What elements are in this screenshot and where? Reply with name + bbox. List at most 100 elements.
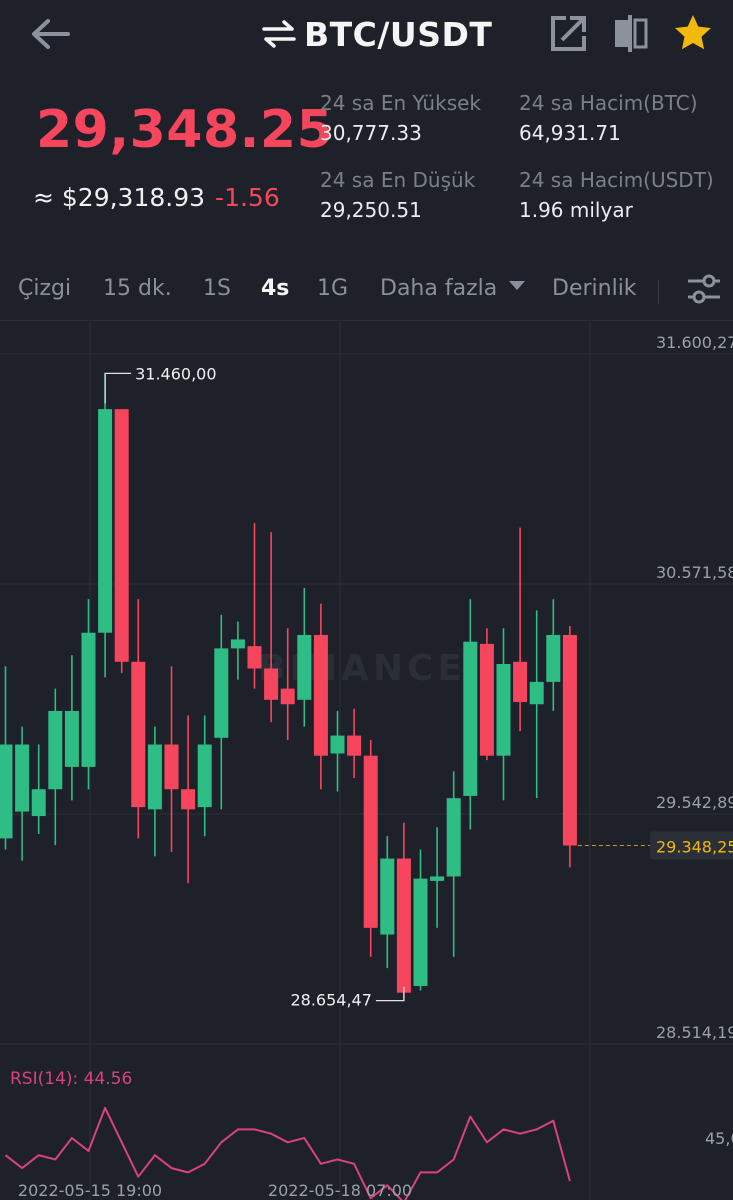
candle [64, 655, 79, 801]
candle-body [214, 648, 229, 738]
tab-line[interactable]: Çizgi [18, 276, 72, 301]
annotations: 31.460,00 28.654,47 29.348,25 [104, 364, 733, 1010]
rsi-line [4, 1106, 571, 1200]
candle [15, 726, 30, 861]
candle-body [313, 634, 328, 756]
candle [479, 628, 494, 761]
candle [463, 599, 478, 830]
high-label: 24 sa En Yüksek [320, 91, 481, 115]
price-tick-label: 29.542,89 [656, 793, 733, 812]
volume-usdt-value: 1.96 milyar [519, 198, 633, 222]
tab-1h[interactable]: 1S [203, 276, 231, 301]
candle-body [446, 798, 461, 877]
candle-body [496, 664, 511, 756]
candle-body [230, 639, 245, 649]
price-change: -1.56 [215, 183, 280, 212]
volume-usdt-label: 24 sa Hacim(USDT) [519, 168, 714, 192]
candle [546, 599, 561, 711]
candle-body [164, 744, 179, 790]
candle [513, 527, 528, 732]
candle [430, 827, 445, 928]
candle-body [147, 744, 162, 810]
candle [446, 771, 461, 957]
candle-body [463, 641, 478, 796]
swap-icon [262, 20, 296, 48]
layout-icon[interactable] [610, 12, 652, 54]
price-tick-label: 28.514,19 [656, 1023, 733, 1042]
candle [363, 740, 378, 957]
max-price-label: 31.460,00 [135, 364, 216, 383]
tab-15min[interactable]: 15 dk. [103, 276, 172, 301]
candle [81, 599, 96, 790]
approx-usd-price: ≈ $29,318.93 [33, 183, 206, 212]
candle-body [479, 643, 494, 756]
candle [48, 688, 63, 846]
caret-down-icon [509, 281, 526, 290]
candle [413, 849, 428, 991]
candle-body [562, 634, 577, 846]
volume-btc-label: 24 sa Hacim(BTC) [519, 91, 698, 115]
candle-body [546, 634, 561, 682]
time-axis: 2022-05-15 19:00 2022-05-18 07:00 [18, 1181, 412, 1200]
candle [131, 599, 146, 839]
back-arrow-icon[interactable] [28, 14, 72, 54]
candle-body [280, 688, 295, 705]
candle-body [81, 632, 96, 767]
price-tick-label: 30.571,58 [656, 563, 733, 582]
chart-settings-icon[interactable] [686, 272, 722, 306]
high-value: 30,777.33 [320, 121, 422, 145]
star-icon[interactable] [672, 12, 714, 54]
candle [347, 708, 362, 779]
candle [98, 373, 113, 678]
candle-body [363, 755, 378, 928]
candle-body [264, 668, 279, 700]
candle [164, 666, 179, 852]
tab-depth[interactable]: Derinlik [552, 276, 637, 301]
candle [247, 523, 262, 689]
tab-more[interactable]: Daha fazla [380, 276, 526, 301]
candle-body [131, 661, 146, 808]
price-tick-label: 31.600,27 [656, 333, 733, 352]
min-price-label: 28.654,47 [290, 991, 371, 1010]
candle [330, 710, 345, 792]
tab-1d[interactable]: 1G [317, 276, 349, 301]
interval-tabs: Çizgi 15 dk. 1S 4s 1G Daha fazla Derinli… [0, 270, 733, 312]
candle [0, 666, 13, 850]
pair-title: BTC/USDT [304, 14, 493, 54]
tab-more-label: Daha fazla [380, 276, 498, 301]
candle-body [114, 409, 129, 662]
candles [0, 373, 577, 1001]
candle [181, 715, 196, 884]
last-price-tag: 29.348,25 [656, 838, 733, 857]
candle [114, 409, 129, 673]
price-axis: 31.600,27 30.571,58 29.542,89 28.514,19 [656, 333, 733, 1042]
candle-body [181, 789, 196, 810]
candle [297, 588, 312, 727]
rsi-panel: RSI(14): 44.56 45,0 [4, 1069, 733, 1200]
last-price-tag-bg [650, 831, 733, 860]
top-bar: BTC/USDT [0, 0, 733, 70]
max-price-leader [104, 372, 132, 404]
min-price-leader [375, 986, 405, 1002]
usd-price-row: ≈ $29,318.93 -1.56 [33, 183, 280, 212]
candle-body [31, 789, 46, 817]
time-tick-label: 2022-05-18 07:00 [268, 1181, 412, 1200]
watermark-text: BINANCE [258, 648, 466, 689]
candle-body [48, 710, 63, 790]
pair-selector[interactable]: BTC/USDT [262, 12, 492, 56]
candle [496, 628, 511, 801]
candle-body [396, 858, 411, 993]
candle [396, 822, 411, 1001]
volume-btc-value: 64,931.71 [519, 121, 621, 145]
candle [280, 628, 295, 741]
candle [313, 603, 328, 790]
share-icon[interactable] [548, 12, 590, 54]
candle-body [529, 681, 544, 705]
rsi-label: RSI(14): 44.56 [10, 1069, 132, 1089]
tab-divider [658, 280, 659, 304]
rsi-tick-label: 45,0 [705, 1129, 733, 1148]
tab-4h[interactable]: 4s [261, 276, 290, 301]
candle-body [98, 409, 113, 633]
last-price: 29,348.25 [36, 100, 334, 160]
